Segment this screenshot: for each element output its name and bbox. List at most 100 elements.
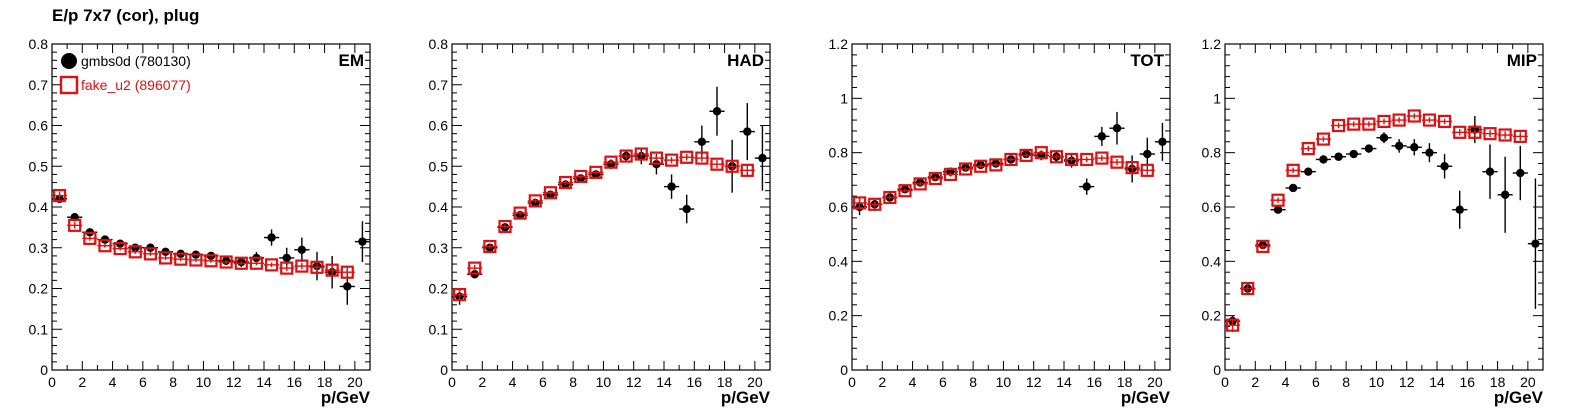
marker-open-square — [680, 150, 694, 164]
data-point — [279, 261, 295, 275]
data-point — [467, 261, 483, 275]
y-tick-label: 0 — [40, 362, 48, 378]
x-tick-label: 0 — [448, 374, 456, 390]
marker-open-square — [695, 151, 709, 165]
marker-open-square — [1331, 118, 1346, 133]
y-tick-label: 0 — [840, 362, 848, 378]
x-tick-label: 4 — [1282, 374, 1290, 390]
data-point — [188, 253, 204, 267]
marker-circle — [1410, 143, 1419, 152]
x-axis-label: p/GeV — [1494, 388, 1544, 407]
marker-circle — [758, 153, 767, 163]
data-point — [1482, 144, 1498, 199]
marker-open-square — [634, 147, 648, 161]
data-point — [52, 188, 68, 203]
chart-panel-em: 0 2 4 6 8 10 12 14 16 18 20 0 0.1 0.2 0.3 0.4 0.5 0.6 0.7 0… — [29, 36, 371, 407]
series-fake-u2-896077 — [1225, 109, 1528, 332]
data-point — [739, 103, 755, 161]
y-tick-label: 0.3 — [29, 240, 49, 256]
data-point — [1406, 139, 1422, 156]
marker-circle — [1288, 183, 1298, 193]
data-point — [1240, 281, 1256, 296]
marker-open-square — [543, 186, 558, 200]
marker-open-square — [1286, 163, 1300, 177]
chart-panel-tot: 0 2 4 6 8 10 12 14 16 18 20 0 0.2 0.4 0.6 0.8 1 1.2 p/GeV T… — [829, 36, 1171, 407]
data-point — [679, 194, 695, 224]
x-tick-label: 14 — [256, 374, 272, 390]
y-tick-label: 0.3 — [429, 240, 449, 256]
data-point — [1467, 125, 1483, 139]
x-tick-label: 6 — [539, 374, 547, 390]
marker-circle — [682, 204, 691, 214]
marker-open-square — [52, 188, 67, 203]
x-tick-label: 12 — [626, 374, 642, 390]
x-tick-label: 0 — [48, 374, 56, 390]
data-point — [664, 174, 680, 199]
data-point — [573, 169, 589, 184]
marker-open-square — [1407, 109, 1421, 123]
data-point — [1033, 146, 1049, 160]
marker-open-square — [1362, 117, 1376, 131]
data-point — [942, 167, 958, 181]
data-point — [1406, 109, 1422, 123]
data-point — [142, 247, 158, 261]
marker-open-square — [295, 259, 309, 273]
marker-open-square — [989, 158, 1003, 172]
marker-open-square — [619, 149, 633, 163]
data-point — [1437, 154, 1453, 179]
data-point — [112, 241, 128, 256]
data-point — [694, 151, 710, 165]
x-tick-label: 6 — [1312, 374, 1320, 390]
marker-open-square — [574, 169, 588, 184]
x-tick-label: 4 — [109, 374, 117, 390]
marker-open-square — [649, 151, 664, 165]
data-point — [679, 150, 695, 164]
marker-open-square — [725, 159, 739, 173]
x-tick-label: 18 — [717, 374, 733, 390]
data-point — [912, 177, 928, 191]
marker-open-square — [852, 196, 867, 210]
x-tick-label: 14 — [1429, 374, 1445, 390]
y-tick-label: 0 — [1213, 362, 1221, 378]
y-tick-label: 0.6 — [29, 118, 49, 134]
data-point — [67, 218, 83, 232]
data-point — [867, 197, 883, 211]
data-point — [1361, 117, 1377, 131]
data-point — [1285, 163, 1301, 177]
data-point — [203, 254, 219, 268]
marker-open-square — [1095, 151, 1109, 165]
data-point — [294, 237, 310, 263]
marker-open-square — [1437, 114, 1452, 129]
data-point — [973, 159, 989, 173]
panel-label-mip: MIP — [1507, 51, 1537, 70]
x-axis-label: p/GeV — [321, 388, 371, 407]
x-tick-label: 18 — [1117, 374, 1133, 390]
y-tick-label: 1 — [1213, 90, 1221, 106]
marker-open-square — [340, 265, 354, 279]
marker-open-square — [158, 251, 173, 265]
data-point — [233, 256, 249, 270]
data-point — [724, 159, 740, 173]
marker-circle — [1394, 141, 1404, 151]
marker-open-square — [1498, 128, 1512, 142]
marker-open-square — [1241, 281, 1255, 296]
y-tick-label: 0.7 — [429, 77, 449, 93]
plot-frame — [1224, 43, 1544, 371]
data-point — [633, 147, 649, 161]
marker-open-square — [1140, 163, 1154, 177]
marker-circle — [1319, 155, 1328, 164]
x-tick-label: 16 — [1086, 374, 1102, 390]
data-point — [1300, 141, 1316, 156]
marker-open-square — [1225, 318, 1240, 332]
data-point — [173, 252, 189, 266]
data-point — [339, 265, 355, 279]
marker-open-square — [113, 241, 127, 256]
marker-open-square — [883, 190, 897, 205]
marker-open-square — [1064, 152, 1079, 167]
data-point — [739, 163, 755, 177]
marker-open-square — [513, 206, 527, 220]
legend-marker-circle — [61, 53, 77, 69]
data-point — [1421, 143, 1437, 163]
series-gmbs0d-780130 — [452, 86, 770, 305]
data-point — [82, 231, 98, 245]
